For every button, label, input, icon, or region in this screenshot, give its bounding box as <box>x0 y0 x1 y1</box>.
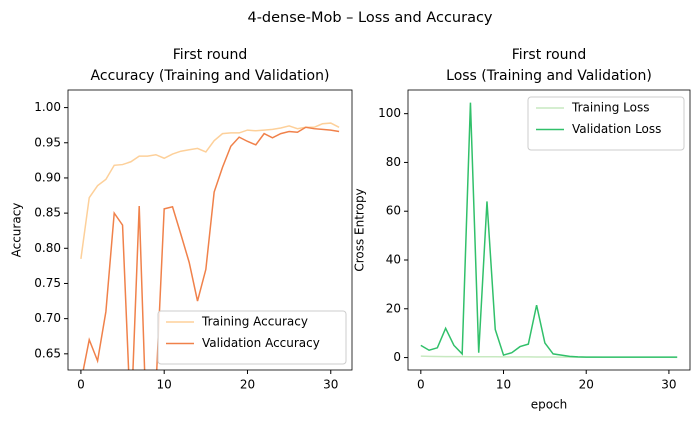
subplot-title: Loss (Training and Validation) <box>446 68 652 84</box>
y-tick-label: 20 <box>386 301 401 315</box>
x-tick-label: 0 <box>77 378 85 392</box>
y-tick-label: 40 <box>386 253 401 267</box>
series-line <box>80 122 340 259</box>
y-tick-label: 0.85 <box>34 206 61 220</box>
plot-area <box>420 102 678 359</box>
x-tick-label: 0 <box>417 378 425 392</box>
y-tick-label: 0.65 <box>34 346 61 360</box>
y-tick-label: 0.80 <box>34 241 61 255</box>
y-tick-label: 60 <box>386 204 401 218</box>
subplot-title: Accuracy (Training and Validation) <box>91 68 330 84</box>
y-tick-label: 100 <box>378 106 401 120</box>
subplot-title: First round <box>512 47 587 63</box>
y-tick-label: 80 <box>386 155 401 169</box>
y-axis-label: Accuracy <box>10 203 24 258</box>
axes-frame <box>67 89 353 371</box>
axes-frame <box>407 89 691 371</box>
legend-box <box>527 96 685 151</box>
x-tick-label: 20 <box>240 378 255 392</box>
y-tick-label: 0.90 <box>34 170 61 184</box>
series-line <box>420 102 678 358</box>
x-tick-label: 20 <box>579 378 594 392</box>
y-tick-label: 0.70 <box>34 311 61 325</box>
y-tick-label: 1.00 <box>34 100 61 114</box>
y-tick-label: 0 <box>393 350 401 364</box>
figure-title: 4-dense-Mob – Loss and Accuracy <box>247 10 492 26</box>
subplot-title: First round <box>173 47 248 63</box>
series-line <box>82 126 340 370</box>
x-tick-label: 30 <box>323 378 338 392</box>
legend-label: Validation Loss <box>572 122 661 136</box>
y-tick-label: 0.95 <box>34 135 61 149</box>
legend-label: Training Accuracy <box>201 315 308 329</box>
x-tick-label: 30 <box>661 378 676 392</box>
legend-box <box>157 310 347 365</box>
y-axis-label: Cross Entropy <box>353 188 367 271</box>
x-axis-label: epoch <box>531 398 568 412</box>
x-tick-label: 10 <box>496 378 511 392</box>
legend-label: Validation Accuracy <box>202 336 320 350</box>
plot-area <box>80 122 340 370</box>
y-tick-label: 0.75 <box>34 276 61 290</box>
x-tick-label: 10 <box>157 378 172 392</box>
legend-label: Training Loss <box>571 101 649 115</box>
